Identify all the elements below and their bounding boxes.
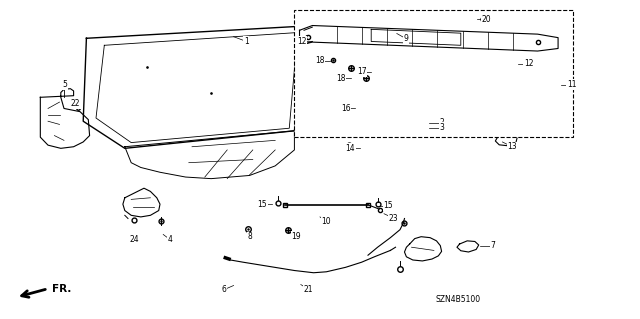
Text: 14: 14 (345, 144, 355, 153)
Text: 7: 7 (490, 241, 495, 250)
Text: 9: 9 (404, 34, 409, 43)
Text: 24: 24 (129, 235, 140, 244)
Text: 19: 19 (291, 232, 301, 241)
Text: SZN4B5100: SZN4B5100 (435, 295, 481, 304)
Text: 18: 18 (336, 74, 345, 83)
Bar (294, 10, 573, 137)
Text: 13: 13 (507, 142, 517, 151)
Text: 15: 15 (257, 200, 268, 209)
Text: 4: 4 (167, 235, 172, 244)
Text: 20: 20 (481, 15, 492, 24)
Text: 22: 22 (71, 99, 80, 108)
Text: 5: 5 (63, 80, 68, 89)
Text: 12: 12 (524, 59, 533, 68)
Text: 23: 23 (388, 214, 399, 223)
Text: 21: 21 (304, 285, 313, 294)
Text: 3: 3 (439, 123, 444, 132)
Text: 2: 2 (439, 118, 444, 127)
Text: 18: 18 (316, 56, 324, 65)
Text: FR.: FR. (52, 284, 72, 294)
Text: 12: 12 (298, 37, 307, 46)
Text: 11: 11 (567, 80, 576, 89)
Text: 1: 1 (244, 37, 249, 46)
Text: 16: 16 (340, 104, 351, 113)
Text: 6: 6 (221, 285, 227, 294)
Text: 8: 8 (247, 232, 252, 241)
Text: 17: 17 (356, 67, 367, 76)
Text: 15: 15 (383, 201, 394, 210)
Text: 10: 10 (321, 217, 332, 226)
